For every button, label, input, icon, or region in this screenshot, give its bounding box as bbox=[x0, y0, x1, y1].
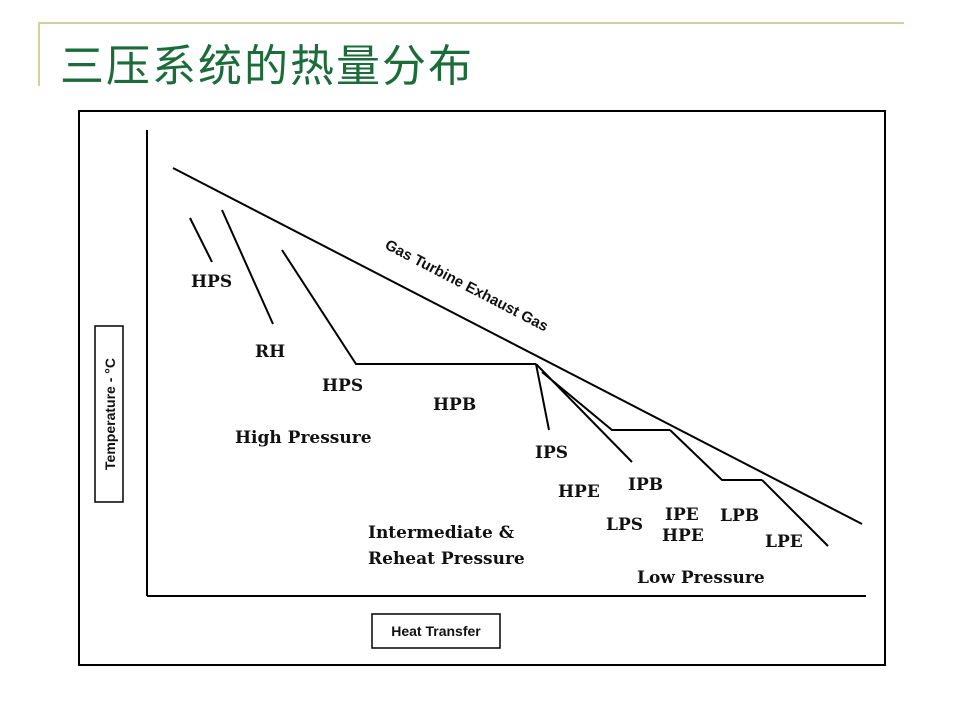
label-lpb: LPB bbox=[720, 506, 759, 526]
title-accent-horizontal-line bbox=[38, 22, 904, 24]
label-ipe: IPE bbox=[665, 505, 699, 525]
slide-title: 三压系统的热量分布 bbox=[60, 41, 474, 92]
label-hpe-low: HPE bbox=[662, 526, 704, 546]
hp-profile-line bbox=[281, 249, 536, 365]
label-ips: IPS bbox=[535, 443, 568, 463]
ip-profile-line bbox=[541, 371, 670, 431]
label-lps: LPS bbox=[606, 515, 643, 535]
label-lpe: LPE bbox=[765, 532, 803, 552]
label-hps-mid: HPS bbox=[322, 376, 363, 396]
label-rh: RH bbox=[255, 342, 285, 362]
lp-profile-line bbox=[669, 429, 762, 481]
hps-top-line bbox=[189, 217, 213, 263]
label-hps-top: HPS bbox=[191, 272, 232, 292]
x-axis-label: Heat Transfer bbox=[391, 623, 481, 639]
title-accent-vertical-line bbox=[38, 22, 40, 86]
gas-exhaust-line bbox=[172, 167, 863, 525]
label-hpb: HPB bbox=[433, 395, 476, 415]
label-hpe-mid: HPE bbox=[558, 482, 600, 502]
ips-line bbox=[535, 363, 550, 431]
lpe-line bbox=[761, 479, 829, 547]
x-axis-label-box bbox=[371, 613, 501, 649]
y-axis-label: Temperature - °C bbox=[102, 358, 118, 470]
rh-line bbox=[221, 209, 274, 325]
label-low-pressure: Low Pressure bbox=[637, 568, 765, 588]
diagram-frame bbox=[78, 110, 886, 666]
y-axis-label-box bbox=[94, 325, 124, 503]
label-intermediate-line1: Intermediate & bbox=[368, 523, 515, 543]
label-ipb: IPB bbox=[628, 475, 663, 495]
label-intermediate-line2: Reheat Pressure bbox=[368, 549, 525, 569]
label-high-pressure: High Pressure bbox=[235, 428, 372, 448]
